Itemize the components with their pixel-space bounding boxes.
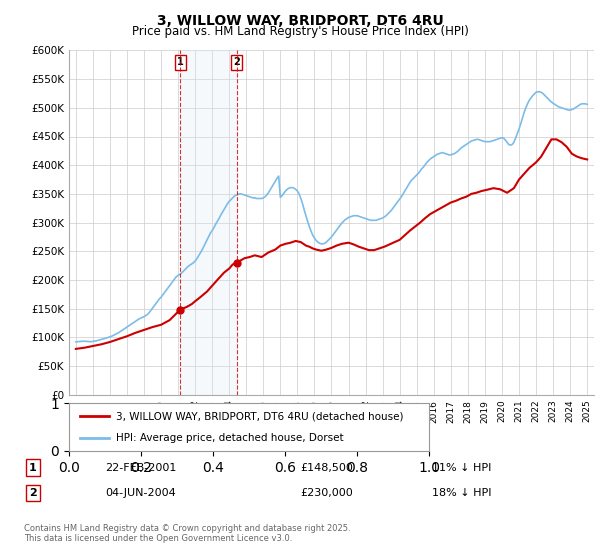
- Text: 18% ↓ HPI: 18% ↓ HPI: [432, 488, 491, 498]
- Text: 1: 1: [177, 58, 184, 67]
- Text: 3, WILLOW WAY, BRIDPORT, DT6 4RU: 3, WILLOW WAY, BRIDPORT, DT6 4RU: [157, 14, 443, 28]
- Text: £230,000: £230,000: [300, 488, 353, 498]
- Text: Contains HM Land Registry data © Crown copyright and database right 2025.
This d: Contains HM Land Registry data © Crown c…: [24, 524, 350, 543]
- Text: HPI: Average price, detached house, Dorset: HPI: Average price, detached house, Dors…: [116, 433, 343, 443]
- Text: 3, WILLOW WAY, BRIDPORT, DT6 4RU (detached house): 3, WILLOW WAY, BRIDPORT, DT6 4RU (detach…: [116, 411, 403, 421]
- Text: Price paid vs. HM Land Registry's House Price Index (HPI): Price paid vs. HM Land Registry's House …: [131, 25, 469, 38]
- Text: 2: 2: [233, 58, 240, 67]
- Text: £148,500: £148,500: [300, 463, 353, 473]
- Text: 04-JUN-2004: 04-JUN-2004: [105, 488, 176, 498]
- Bar: [181, 50, 236, 395]
- Text: 2: 2: [29, 488, 37, 498]
- Text: 1: 1: [29, 463, 37, 473]
- Text: 11% ↓ HPI: 11% ↓ HPI: [432, 463, 491, 473]
- Text: 22-FEB-2001: 22-FEB-2001: [105, 463, 176, 473]
